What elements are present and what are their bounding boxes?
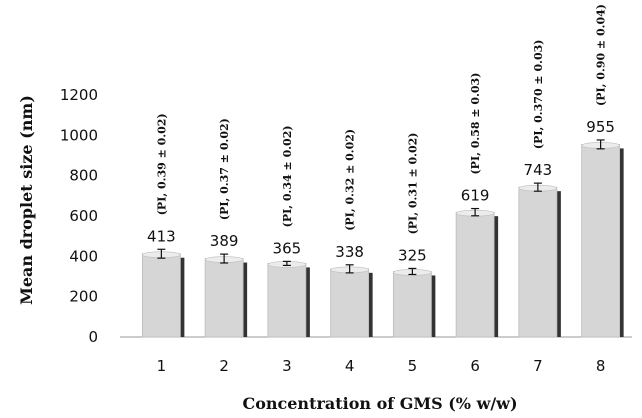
bar-shadow bbox=[179, 257, 185, 337]
bar-shadow bbox=[430, 275, 436, 337]
value-label: 955 bbox=[586, 118, 615, 136]
bar bbox=[204, 258, 244, 338]
bar-shadow bbox=[555, 191, 561, 337]
pi-label: (PI, 0.34 ± 0.02) bbox=[281, 125, 294, 227]
pi-label: (PI, 0.31 ± 0.02) bbox=[406, 132, 419, 234]
pi-label: (PI, 0.90 ± 0.04) bbox=[595, 4, 608, 106]
bar-shadow bbox=[242, 262, 248, 337]
bar bbox=[267, 262, 307, 338]
value-label: 365 bbox=[273, 239, 302, 257]
x-tick-label: 1 bbox=[157, 357, 167, 375]
y-tick-label: 800 bbox=[69, 167, 98, 185]
value-label: 338 bbox=[335, 243, 364, 261]
x-tick-label: 6 bbox=[470, 357, 480, 375]
x-tick-label: 3 bbox=[282, 357, 292, 375]
bar-shadow bbox=[304, 267, 310, 337]
pi-label: (PI, 0.370 ± 0.03) bbox=[532, 40, 545, 150]
x-tick-label: 5 bbox=[408, 357, 418, 375]
bar bbox=[141, 253, 181, 338]
y-tick-label: 400 bbox=[69, 247, 98, 265]
pi-label: (PI, 0.37 ± 0.02) bbox=[218, 118, 231, 220]
y-axis-title: Mean droplet size (nm) bbox=[17, 95, 36, 305]
error-bar bbox=[596, 139, 605, 150]
bar bbox=[392, 271, 432, 338]
error-bar bbox=[220, 253, 229, 264]
value-label: 389 bbox=[210, 232, 239, 250]
value-label: 325 bbox=[398, 246, 427, 264]
bar bbox=[581, 144, 621, 338]
pi-label: (PI, 0.32 ± 0.02) bbox=[344, 129, 357, 231]
x-axis: 1 2 3 4 5 6 7 8 bbox=[157, 357, 606, 375]
pi-label: (PI, 0.39 ± 0.02) bbox=[155, 113, 168, 215]
pi-label: (PI, 0.58 ± 0.03) bbox=[469, 73, 482, 175]
x-tick-label: 2 bbox=[219, 357, 229, 375]
y-tick-label: 1200 bbox=[60, 86, 98, 104]
bar bbox=[330, 268, 370, 338]
x-tick-label: 8 bbox=[596, 357, 606, 375]
value-label: 619 bbox=[461, 187, 490, 205]
bar bbox=[455, 211, 495, 338]
x-tick-label: 4 bbox=[345, 357, 355, 375]
error-bar bbox=[471, 207, 480, 217]
y-tick-label: 1000 bbox=[60, 126, 98, 144]
bar-shadow bbox=[493, 216, 499, 337]
y-tick-label: 200 bbox=[69, 288, 98, 306]
y-tick-label: 0 bbox=[88, 328, 98, 346]
x-axis-title: Concentration of GMS (% w/w) bbox=[242, 394, 517, 413]
x-tick-label: 7 bbox=[533, 357, 543, 375]
bar-shadow bbox=[367, 272, 373, 337]
value-label: 743 bbox=[524, 161, 553, 179]
bar-shadow bbox=[618, 148, 624, 337]
bar bbox=[518, 186, 558, 338]
bars-group: 413 (PI, 0.39 ± 0.02) 389 (PI, 0.37 ± 0.02)… bbox=[141, 4, 624, 338]
error-bar bbox=[533, 182, 542, 192]
value-label: 413 bbox=[147, 227, 176, 245]
y-tick-label: 600 bbox=[69, 207, 98, 225]
y-axis: 0 200 400 600 800 1000 1200 bbox=[60, 86, 98, 346]
error-bar bbox=[282, 260, 291, 267]
error-bar bbox=[408, 267, 417, 276]
error-bar bbox=[157, 248, 166, 259]
error-bar bbox=[345, 264, 354, 274]
